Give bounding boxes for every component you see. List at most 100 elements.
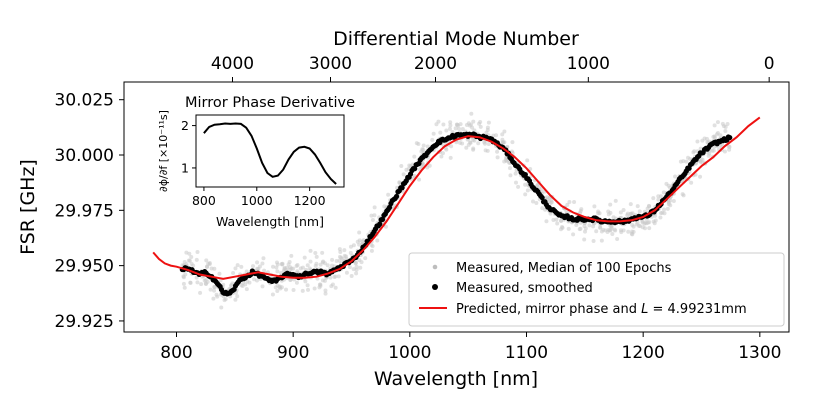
median-point — [466, 121, 471, 126]
median-point — [372, 205, 377, 210]
median-point — [458, 140, 463, 145]
median-point — [348, 244, 353, 249]
inset-x-ticks: 800 1000 1200 — [192, 187, 326, 208]
median-point — [525, 188, 530, 193]
median-point — [725, 121, 730, 126]
median-point — [485, 148, 490, 153]
median-point — [235, 263, 240, 268]
median-point — [715, 130, 720, 135]
median-point — [351, 267, 356, 272]
plot-frame — [123, 81, 790, 333]
median-point — [579, 207, 584, 212]
y-tick-label: 29.925 — [55, 312, 114, 332]
median-point — [700, 138, 705, 143]
median-point — [440, 151, 445, 156]
median-point — [198, 290, 203, 295]
median-point — [715, 120, 720, 125]
median-point — [551, 217, 556, 222]
top-tick-label: 3000 — [309, 54, 352, 74]
median-point — [523, 192, 528, 197]
inset-y-tick-label: 1 — [181, 160, 189, 175]
median-point — [441, 122, 446, 127]
median-point — [182, 285, 187, 290]
median-point — [271, 264, 276, 269]
median-point — [245, 279, 250, 284]
median-point — [308, 248, 313, 253]
y-axis-title: FSR [GHz] — [17, 159, 39, 255]
median-point — [698, 146, 703, 151]
median-point — [354, 267, 359, 272]
median-point — [217, 271, 222, 276]
median-point — [359, 260, 364, 265]
median-point — [404, 167, 409, 172]
median-point — [288, 267, 293, 272]
median-point — [574, 222, 579, 227]
median-point — [212, 285, 217, 290]
median-point — [608, 202, 613, 207]
median-point — [608, 210, 613, 215]
median-point — [631, 229, 636, 234]
median-point — [183, 272, 188, 277]
top-tick-label: 1000 — [567, 54, 610, 74]
median-point — [294, 264, 299, 269]
median-point — [578, 226, 583, 231]
median-point — [555, 221, 560, 226]
median-point — [229, 283, 234, 288]
x-tick-label: 1100 — [505, 343, 548, 363]
median-point — [321, 259, 326, 264]
median-point — [705, 140, 710, 145]
median-point — [251, 264, 256, 269]
median-point — [513, 180, 518, 185]
median-point — [592, 204, 597, 209]
median-point — [673, 174, 678, 179]
median-point — [651, 219, 656, 224]
median-point — [223, 297, 228, 302]
median-point — [284, 287, 289, 292]
median-point — [344, 270, 349, 275]
median-point — [591, 239, 596, 244]
median-point — [711, 148, 716, 153]
median-point — [189, 254, 194, 259]
median-point — [544, 219, 549, 224]
median-point — [500, 132, 505, 137]
x-tick-label: 1000 — [388, 343, 431, 363]
median-point — [239, 264, 244, 269]
smoothed-point — [399, 185, 405, 191]
median-point — [308, 259, 313, 264]
median-point — [618, 210, 623, 215]
median-point — [189, 261, 194, 266]
median-point — [444, 128, 449, 133]
median-point — [340, 256, 345, 261]
median-point — [582, 237, 587, 242]
y-tick-label: 30.000 — [55, 146, 114, 166]
median-point — [439, 154, 444, 159]
median-point — [233, 297, 238, 302]
median-point — [478, 124, 483, 129]
median-point — [448, 155, 453, 160]
median-point — [680, 192, 685, 197]
median-point — [678, 159, 683, 164]
smoothed-point — [412, 166, 418, 172]
median-point — [261, 256, 266, 261]
median-point — [477, 121, 482, 126]
median-point — [628, 202, 633, 207]
median-point — [401, 172, 406, 177]
median-point — [651, 196, 656, 201]
median-point — [540, 206, 545, 211]
median-point — [665, 206, 670, 211]
median-point — [427, 163, 432, 168]
smoothed-scatter-layer — [179, 131, 733, 297]
median-point — [320, 250, 325, 255]
median-point — [369, 213, 374, 218]
median-point — [630, 211, 635, 216]
median-point — [471, 147, 476, 152]
median-point — [434, 122, 439, 127]
median-point — [691, 150, 696, 155]
median-point — [231, 270, 236, 275]
median-point — [255, 260, 260, 265]
median-point — [233, 266, 238, 271]
median-point — [194, 275, 199, 280]
median-point — [572, 199, 577, 204]
median-point — [486, 142, 491, 147]
median-point — [291, 287, 296, 292]
